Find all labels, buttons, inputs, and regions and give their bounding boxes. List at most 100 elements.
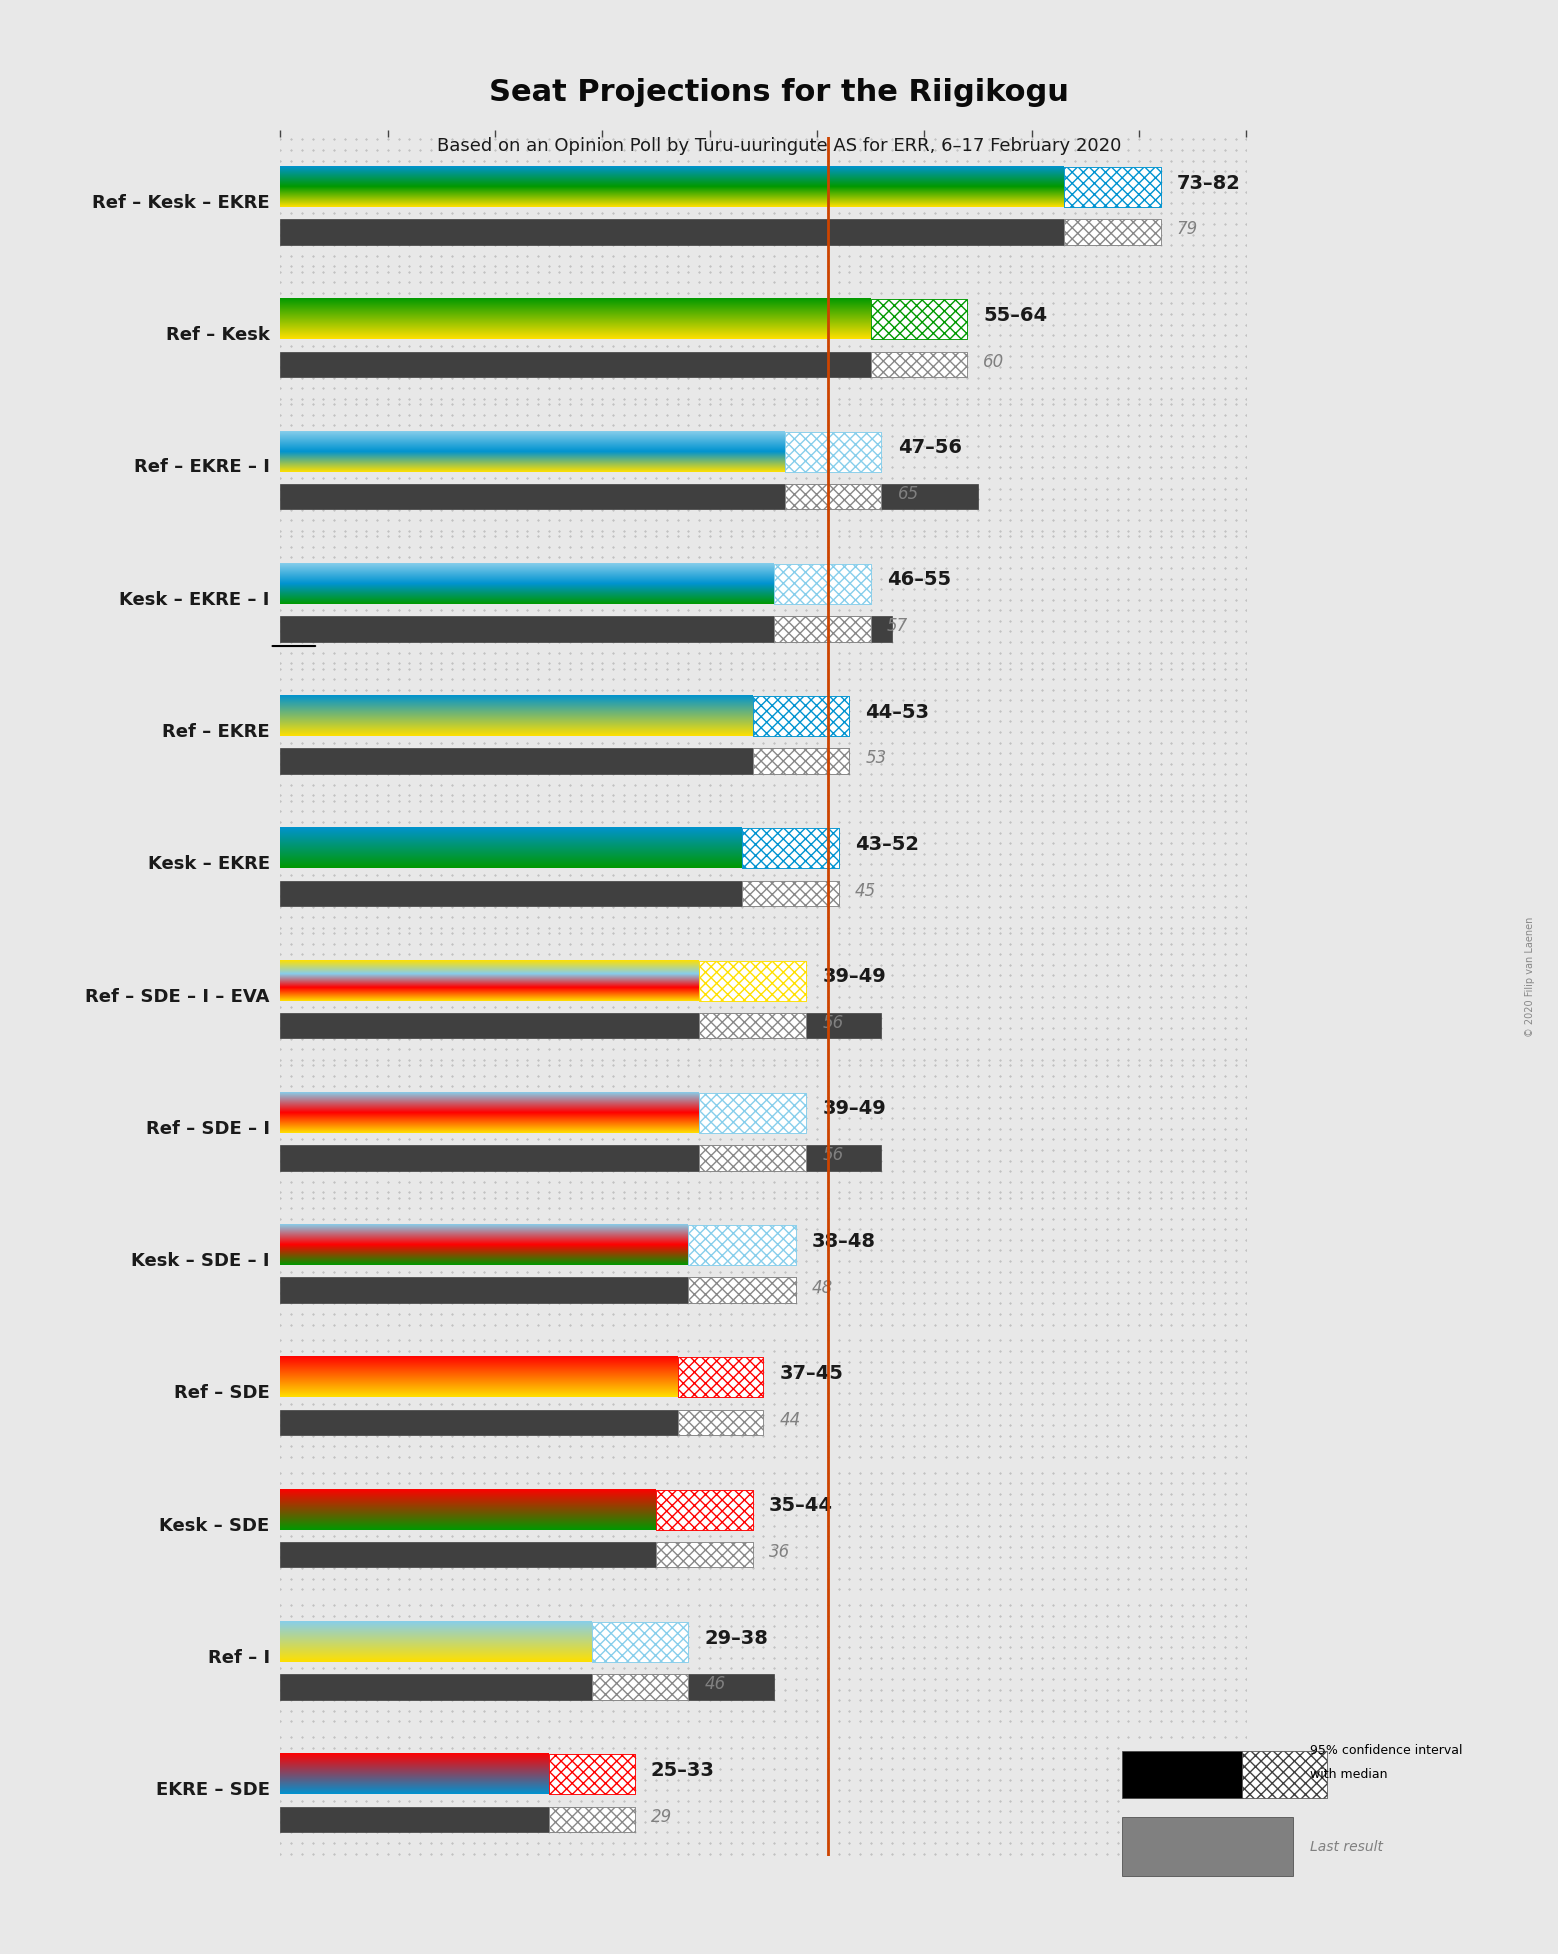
Bar: [742, 828, 838, 868]
Text: Ref – I: Ref – I: [207, 1649, 270, 1667]
Text: 25–33: 25–33: [651, 1761, 715, 1780]
Text: 79: 79: [1176, 221, 1198, 238]
Bar: [280, 137, 1246, 270]
Bar: [280, 1723, 1246, 1856]
Bar: [700, 1092, 807, 1133]
Bar: [280, 797, 1246, 930]
Bar: [774, 565, 871, 604]
Text: 56: 56: [823, 1147, 844, 1165]
Text: Based on an Opinion Poll by Turu-uuringute AS for ERR, 6–17 February 2020: Based on an Opinion Poll by Turu-uuringu…: [436, 137, 1122, 154]
Bar: [700, 961, 807, 1000]
Bar: [753, 696, 849, 737]
Bar: [280, 1196, 1246, 1327]
Text: © 2020 Filip van Laenen: © 2020 Filip van Laenen: [1525, 916, 1535, 1038]
Bar: [1064, 166, 1161, 207]
Text: 57: 57: [887, 617, 908, 635]
Bar: [656, 1489, 753, 1530]
Bar: [280, 1593, 1246, 1723]
Text: Kesk – EKRE: Kesk – EKRE: [148, 856, 270, 873]
Bar: [700, 1145, 807, 1170]
Text: 73–82: 73–82: [1176, 174, 1240, 193]
Bar: [1242, 1751, 1327, 1798]
Text: 46–55: 46–55: [887, 571, 950, 590]
Bar: [592, 1622, 689, 1663]
Text: 53: 53: [865, 750, 887, 768]
Text: Kesk – SDE: Kesk – SDE: [159, 1516, 270, 1534]
Bar: [1064, 219, 1161, 244]
Bar: [689, 1278, 796, 1303]
Text: Kesk – EKRE – I: Kesk – EKRE – I: [120, 590, 270, 610]
Bar: [1122, 1751, 1242, 1798]
Text: EKRE – SDE: EKRE – SDE: [156, 1782, 270, 1800]
Text: Ref – SDE – I: Ref – SDE – I: [146, 1120, 270, 1137]
Text: Ref – SDE – I – EVA: Ref – SDE – I – EVA: [86, 987, 270, 1006]
Text: 39–49: 39–49: [823, 967, 887, 987]
Text: 45: 45: [855, 881, 876, 899]
Bar: [785, 485, 882, 510]
Bar: [656, 1542, 753, 1567]
Text: Ref – Kesk – EKRE: Ref – Kesk – EKRE: [92, 193, 270, 211]
Text: Ref – SDE: Ref – SDE: [174, 1383, 270, 1403]
Bar: [774, 616, 871, 641]
Bar: [1064, 166, 1161, 207]
Bar: [280, 1807, 592, 1833]
Bar: [871, 299, 968, 340]
Text: Ref – EKRE – I: Ref – EKRE – I: [134, 459, 270, 477]
Bar: [592, 1675, 689, 1700]
Text: 44–53: 44–53: [865, 703, 930, 721]
Bar: [280, 1327, 1246, 1460]
Text: 38–48: 38–48: [812, 1231, 876, 1251]
Bar: [280, 1542, 667, 1567]
Bar: [753, 748, 849, 774]
Text: 44: 44: [779, 1411, 801, 1428]
Bar: [742, 881, 838, 907]
Bar: [280, 401, 1246, 533]
Bar: [871, 352, 968, 377]
Text: Seat Projections for the Riigikogu: Seat Projections for the Riigikogu: [489, 78, 1069, 107]
Bar: [280, 352, 924, 377]
Bar: [280, 930, 1246, 1063]
Text: Last result: Last result: [1310, 1839, 1384, 1854]
Bar: [689, 1225, 796, 1266]
Text: Kesk – SDE – I: Kesk – SDE – I: [131, 1253, 270, 1270]
Bar: [774, 616, 871, 641]
Text: 39–49: 39–49: [823, 1100, 887, 1118]
Bar: [1064, 219, 1161, 244]
Text: with median: with median: [1310, 1768, 1388, 1780]
Bar: [1122, 1817, 1293, 1876]
Text: Ref – EKRE: Ref – EKRE: [162, 723, 270, 741]
Bar: [678, 1409, 763, 1434]
Bar: [700, 961, 807, 1000]
Bar: [548, 1755, 634, 1794]
Bar: [700, 1145, 807, 1170]
Bar: [280, 1409, 753, 1434]
Text: 56: 56: [823, 1014, 844, 1032]
Text: 46: 46: [704, 1675, 726, 1694]
Bar: [280, 1012, 882, 1038]
Bar: [280, 881, 763, 907]
Text: 48: 48: [812, 1278, 834, 1297]
Bar: [742, 828, 838, 868]
Bar: [280, 533, 1246, 666]
Text: 55–64: 55–64: [983, 307, 1047, 324]
Bar: [280, 666, 1246, 797]
Bar: [700, 1012, 807, 1038]
Bar: [280, 1460, 1246, 1593]
Bar: [753, 696, 849, 737]
Bar: [656, 1489, 753, 1530]
Bar: [280, 1278, 796, 1303]
Bar: [280, 616, 893, 641]
Bar: [280, 1145, 882, 1170]
Bar: [678, 1358, 763, 1397]
Text: 29: 29: [651, 1807, 671, 1825]
Bar: [871, 352, 968, 377]
Bar: [548, 1755, 634, 1794]
Bar: [689, 1225, 796, 1266]
Bar: [742, 881, 838, 907]
Text: 65: 65: [897, 485, 919, 502]
Bar: [785, 485, 882, 510]
Bar: [656, 1542, 753, 1567]
Bar: [678, 1358, 763, 1397]
Bar: [785, 432, 882, 471]
Bar: [700, 1012, 807, 1038]
